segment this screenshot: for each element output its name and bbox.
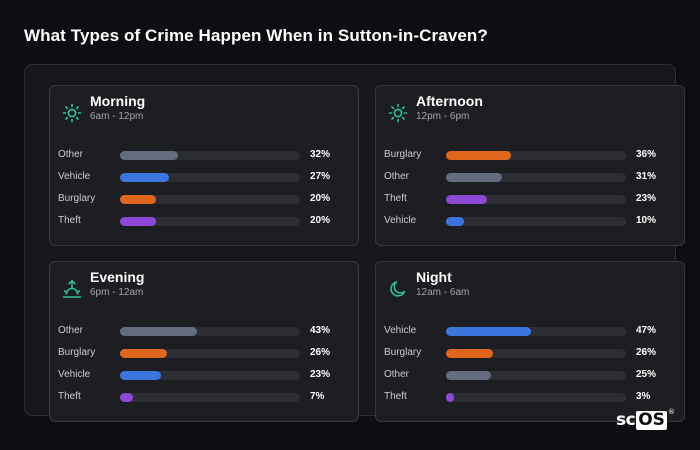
bar-fill: [120, 151, 178, 160]
bar-track: [120, 217, 300, 226]
bar-fill: [446, 393, 454, 402]
crime-type-label: Burglary: [58, 347, 96, 358]
bar-fill: [446, 151, 511, 160]
crime-type-label: Vehicle: [58, 369, 91, 380]
crime-row: Theft 3%: [384, 390, 674, 404]
bar-fill: [446, 173, 502, 182]
crime-row: Theft 20%: [58, 214, 348, 228]
bar-track: [120, 393, 300, 402]
crime-row: Other 32%: [58, 148, 348, 162]
page-title: What Types of Crime Happen When in Sutto…: [24, 26, 488, 45]
card-title: Afternoon: [416, 93, 483, 109]
moon-icon: [388, 279, 408, 299]
crime-type-label: Theft: [384, 391, 407, 402]
bar-track: [446, 327, 626, 336]
bar-fill: [446, 349, 493, 358]
crime-type-label: Vehicle: [384, 325, 417, 336]
bar-fill: [120, 371, 162, 380]
bar-track: [446, 393, 626, 402]
brand-logo: sc OS ®: [616, 408, 675, 430]
card-evening: Evening 6pm - 12am Other 43% Burglary 26% Vehi…: [49, 261, 359, 422]
crime-type-label: Vehicle: [384, 215, 417, 226]
sun-icon: [388, 103, 408, 123]
crime-row: Other 31%: [384, 170, 674, 184]
card-title: Morning: [90, 93, 146, 109]
percentage-value: 26%: [310, 347, 331, 358]
crime-type-label: Theft: [58, 391, 81, 402]
crime-type-label: Other: [384, 369, 410, 380]
bar-fill: [120, 217, 156, 226]
percentage-value: 23%: [636, 193, 657, 204]
crime-type-label: Other: [58, 149, 84, 160]
percentage-value: 27%: [310, 171, 331, 182]
card-title: Evening: [90, 269, 145, 285]
crime-type-label: Theft: [58, 215, 81, 226]
percentage-value: 43%: [310, 325, 331, 336]
bar-track: [446, 349, 626, 358]
crime-type-label: Burglary: [384, 347, 422, 358]
bar-fill: [446, 195, 488, 204]
crime-row: Burglary 26%: [384, 346, 674, 360]
card-night: Night 12am - 6am Vehicle 47% Burglary 26% Othe…: [375, 261, 685, 422]
percentage-value: 47%: [636, 325, 657, 336]
sunset-icon: [62, 279, 82, 299]
card-title: Night: [416, 269, 452, 285]
card-time-range: 12pm - 6pm: [416, 111, 470, 122]
bar-track: [446, 195, 626, 204]
crime-type-label: Burglary: [384, 149, 422, 160]
card-time-range: 12am - 6am: [416, 287, 470, 298]
bar-fill: [120, 393, 133, 402]
bar-track: [446, 217, 626, 226]
crime-row: Vehicle 23%: [58, 368, 348, 382]
crime-row: Theft 7%: [58, 390, 348, 404]
card-time-range: 6pm - 12am: [90, 287, 144, 298]
bar-track: [120, 349, 300, 358]
crime-type-label: Vehicle: [58, 171, 91, 182]
crime-row: Burglary 26%: [58, 346, 348, 360]
bar-track: [446, 151, 626, 160]
percentage-value: 10%: [636, 215, 657, 226]
crime-row: Theft 23%: [384, 192, 674, 206]
bar-fill: [446, 327, 531, 336]
crime-row: Vehicle 27%: [58, 170, 348, 184]
bar-track: [120, 371, 300, 380]
crime-row: Other 25%: [384, 368, 674, 382]
percentage-value: 7%: [310, 391, 325, 402]
bar-track: [120, 173, 300, 182]
bar-track: [120, 327, 300, 336]
percentage-value: 23%: [310, 369, 331, 380]
crime-type-label: Theft: [384, 193, 407, 204]
percentage-value: 3%: [636, 391, 651, 402]
crime-type-label: Other: [58, 325, 84, 336]
bar-track: [120, 195, 300, 204]
crime-row: Other 43%: [58, 324, 348, 338]
percentage-value: 20%: [310, 193, 331, 204]
bar-fill: [120, 173, 169, 182]
card-afternoon: Afternoon 12pm - 6pm Burglary 36% Other 31% Th…: [375, 85, 685, 246]
bar-fill: [120, 195, 156, 204]
percentage-value: 36%: [636, 149, 657, 160]
crime-row: Vehicle 10%: [384, 214, 674, 228]
percentage-value: 31%: [636, 171, 657, 182]
bar-fill: [120, 349, 167, 358]
bar-track: [446, 371, 626, 380]
percentage-value: 32%: [310, 149, 331, 160]
bar-track: [446, 173, 626, 182]
bar-fill: [120, 327, 198, 336]
crime-row: Vehicle 47%: [384, 324, 674, 338]
crime-row: Burglary 20%: [58, 192, 348, 206]
bar-track: [120, 151, 300, 160]
card-time-range: 6am - 12pm: [90, 111, 144, 122]
crime-type-label: Burglary: [58, 193, 96, 204]
card-morning: Morning 6am - 12pm Other 32% Vehicle 27% Burgl…: [49, 85, 359, 246]
bar-fill: [446, 217, 464, 226]
percentage-value: 20%: [310, 215, 331, 226]
crime-type-label: Other: [384, 171, 410, 182]
percentage-value: 25%: [636, 369, 657, 380]
percentage-value: 26%: [636, 347, 657, 358]
crime-row: Burglary 36%: [384, 148, 674, 162]
sun-icon: [62, 103, 82, 123]
bar-fill: [446, 371, 491, 380]
